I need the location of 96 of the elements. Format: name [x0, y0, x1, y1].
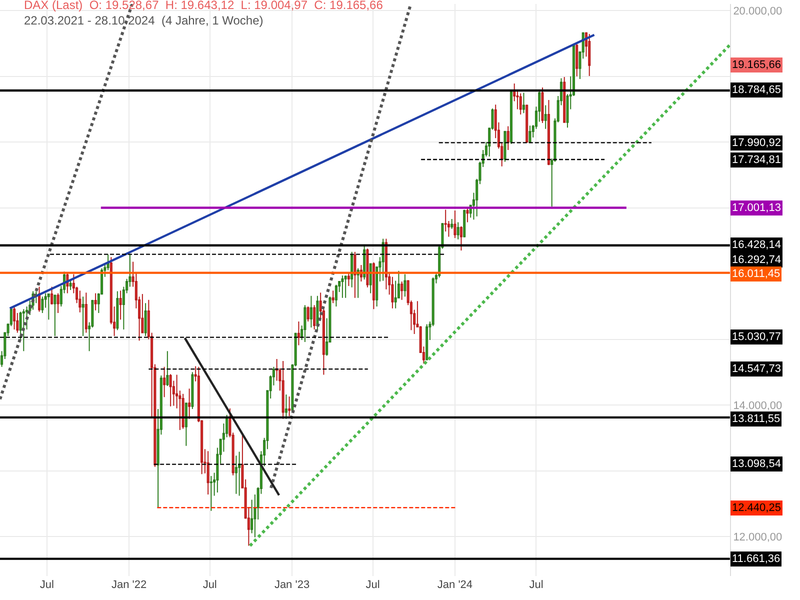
candlestick: [504, 130, 506, 162]
candlestick: [341, 275, 344, 298]
candlestick: [519, 92, 522, 115]
text: 16.292,74: [732, 254, 781, 266]
candlestick: [466, 206, 469, 223]
candlestick: [332, 290, 334, 304]
candlestick: [526, 104, 528, 144]
y-tick-label: 12.000,00: [733, 531, 782, 544]
candlestick: [450, 218, 454, 230]
candlestick: [47, 293, 50, 320]
candlestick: [547, 99, 550, 166]
ref-line-label: 11.661,36: [732, 553, 780, 565]
ref-line-label: 18.784,65: [732, 84, 781, 96]
x-tick-label: Jul: [202, 579, 217, 591]
candlestick: [316, 295, 319, 332]
candlestick: [182, 393, 184, 430]
candlestick: [347, 272, 350, 287]
candlestick: [288, 396, 291, 417]
candlestick: [350, 251, 354, 288]
candlestick: [188, 388, 191, 420]
candlestick: [506, 126, 510, 150]
candlestick: [313, 304, 316, 330]
candlestick: [284, 394, 288, 420]
candlestick: [426, 324, 428, 360]
candlestick: [334, 284, 338, 307]
candlestick: [56, 292, 60, 314]
candlestick: [116, 290, 119, 331]
candlestick: [206, 450, 210, 495]
text: 17.001,13: [732, 202, 781, 214]
candlestick: [94, 292, 97, 311]
candlestick: [541, 87, 544, 124]
ref-line-label: 16.011,45: [732, 268, 780, 280]
candlestick: [391, 276, 394, 309]
text: 13.098,54: [732, 458, 781, 470]
candlestick: [382, 238, 384, 282]
text: 15.030,77: [732, 331, 781, 343]
candlestick: [369, 263, 372, 294]
candlestick: [38, 286, 41, 312]
candlestick: [169, 374, 172, 407]
x-tick-label: Jul: [366, 579, 380, 591]
candlestick: [191, 372, 194, 410]
text: 12.440,25: [732, 502, 781, 514]
x-tick-label: Jan '22: [111, 579, 147, 591]
candlestick: [13, 306, 16, 330]
candlestick: [310, 295, 312, 328]
candlestick: [463, 209, 466, 238]
candlestick: [50, 286, 54, 305]
candlestick: [404, 274, 406, 298]
x-tick-label: Jan '23: [274, 579, 310, 591]
x-tick-label: Jul: [529, 579, 544, 591]
candlestick: [576, 42, 578, 77]
candlestick: [166, 350, 169, 386]
candlestick: [588, 34, 591, 76]
text: 17.990,92: [732, 137, 781, 149]
candlestick: [366, 248, 369, 288]
ref-line-label: 13.811,55: [732, 413, 780, 425]
candlestick: [119, 290, 122, 320]
text: 19.165,66: [732, 59, 781, 71]
ref-line-label: 16.428,14: [732, 239, 781, 251]
chart-title: DAX (Last) O: 19.528,67 H: 19.643,12 L: 19.004,97 C: 19.165,66: [24, 0, 384, 12]
candlestick: [528, 125, 532, 144]
candlestick: [510, 90, 512, 145]
candlestick: [456, 222, 460, 240]
candlestick: [163, 366, 166, 398]
text: 14.547,73: [732, 363, 781, 375]
candlestick: [400, 280, 404, 300]
candlestick: [144, 302, 147, 337]
candlestick: [297, 321, 300, 346]
candlestick: [69, 280, 72, 290]
candlestick: [304, 304, 306, 342]
x-tick-label: Jan '24: [437, 579, 473, 591]
y-tick-label: 20.000,00: [733, 5, 782, 18]
candlestick: [234, 455, 238, 494]
candlestick: [354, 251, 356, 298]
text: 22.03.2021 - 28.10.2024 (4 Jahre, 1 Woche): [24, 14, 264, 28]
candlestick: [522, 92, 525, 114]
candlestick: [84, 292, 88, 334]
candlestick: [210, 476, 212, 512]
candlestick: [460, 226, 462, 252]
candlestick: [454, 210, 456, 239]
candlestick: [344, 275, 347, 298]
candlestick: [78, 290, 82, 313]
candlestick: [238, 451, 241, 496]
candlestick: [22, 308, 25, 352]
candlestick: [563, 76, 566, 123]
x-tick-label: Jul: [40, 579, 54, 591]
candlestick: [82, 296, 84, 337]
candlestick: [41, 296, 44, 314]
text: 17.734,81: [732, 154, 781, 166]
candlestick: [306, 306, 310, 322]
candlestick: [372, 262, 375, 310]
candlestick: [544, 104, 547, 130]
candlestick: [54, 294, 56, 337]
candlestick: [184, 402, 188, 446]
y-tick-label: 14.000,00: [733, 400, 782, 412]
candlestick: [282, 360, 284, 420]
